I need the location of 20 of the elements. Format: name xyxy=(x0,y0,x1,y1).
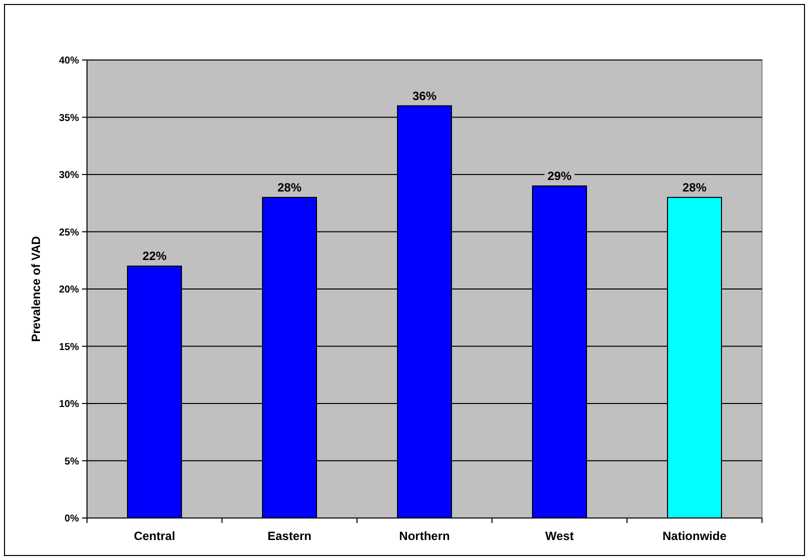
y-tick-label: 0% xyxy=(64,514,80,524)
data-label: 29% xyxy=(547,168,572,183)
x-tick-label: Central xyxy=(134,529,176,543)
data-label: 22% xyxy=(142,249,167,264)
y-tick-label: 20% xyxy=(58,284,80,296)
y-tick-label: 10% xyxy=(58,399,80,410)
y-tick-label: 40% xyxy=(58,56,80,66)
x-tick-label: Northern xyxy=(399,529,450,543)
data-label: 36% xyxy=(412,88,437,103)
y-tick-label: 35% xyxy=(58,112,80,124)
x-tick-label: Nationwide xyxy=(662,529,727,543)
y-axis-title: Prevalence of VAD xyxy=(29,236,43,342)
y-tick-label: 15% xyxy=(58,342,80,353)
data-label: 28% xyxy=(682,180,707,194)
y-tick-label: 25% xyxy=(58,227,80,238)
y-tick-label: 5% xyxy=(64,456,80,468)
x-tick-label: West xyxy=(545,529,574,543)
x-tick-label: Eastern xyxy=(267,529,312,543)
y-tick-label: 30% xyxy=(58,170,80,181)
data-label: 28% xyxy=(277,180,302,194)
